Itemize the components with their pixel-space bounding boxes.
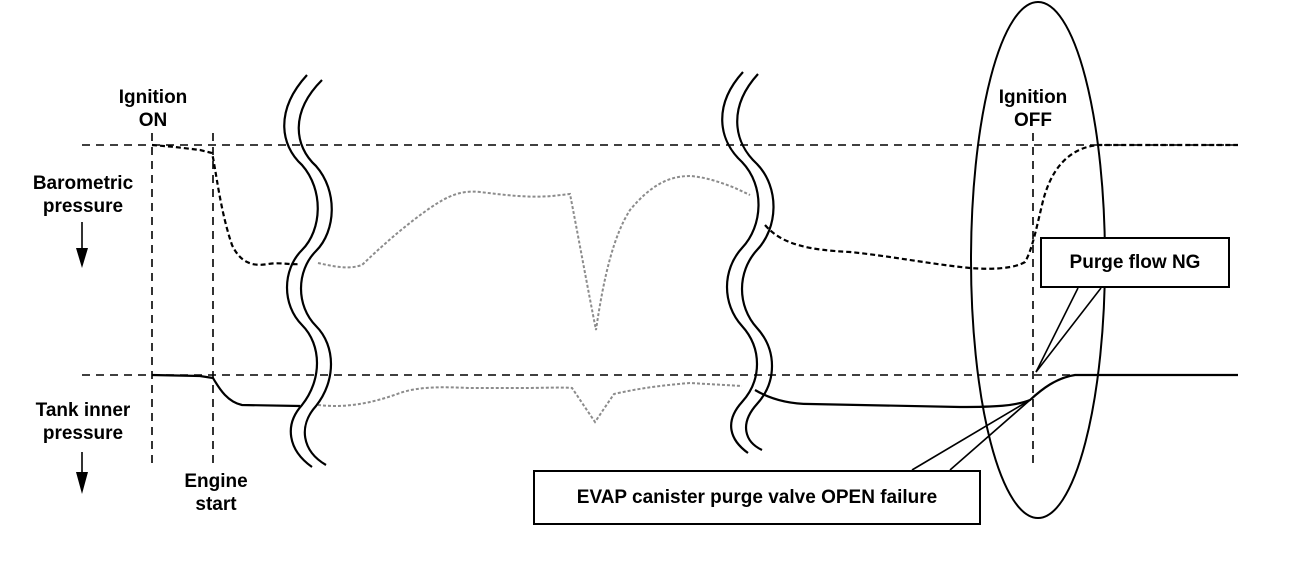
evap-valve-failure-callout: EVAP canister purge valve OPEN failure	[533, 470, 981, 525]
purge-flow-ng-callout: Purge flow NG	[1040, 237, 1230, 288]
barometric-trace-end	[764, 143, 1238, 270]
evap-failure-callout-pointer	[911, 399, 1031, 471]
ignition-off-label: Ignition OFF	[998, 87, 1068, 131]
tank-trace-middle	[317, 381, 743, 424]
tank-trace-start	[151, 373, 301, 408]
time-break-right	[721, 71, 775, 454]
purge-flow-callout-pointer	[1035, 287, 1102, 373]
barometric-axis-arrow	[76, 222, 88, 268]
tank-inner-pressure-label: Tank inner pressure	[35, 400, 131, 444]
barometric-trace-start	[151, 143, 301, 266]
barometric-trace-middle	[317, 174, 751, 331]
engine-start-label: Engine start	[184, 471, 248, 515]
ignition-on-label: Ignition ON	[118, 87, 188, 131]
barometric-pressure-label: Barometric pressure	[32, 173, 134, 217]
tank-axis-arrow	[76, 452, 88, 494]
tank-trace-end	[754, 373, 1238, 409]
time-break-left	[283, 74, 333, 468]
